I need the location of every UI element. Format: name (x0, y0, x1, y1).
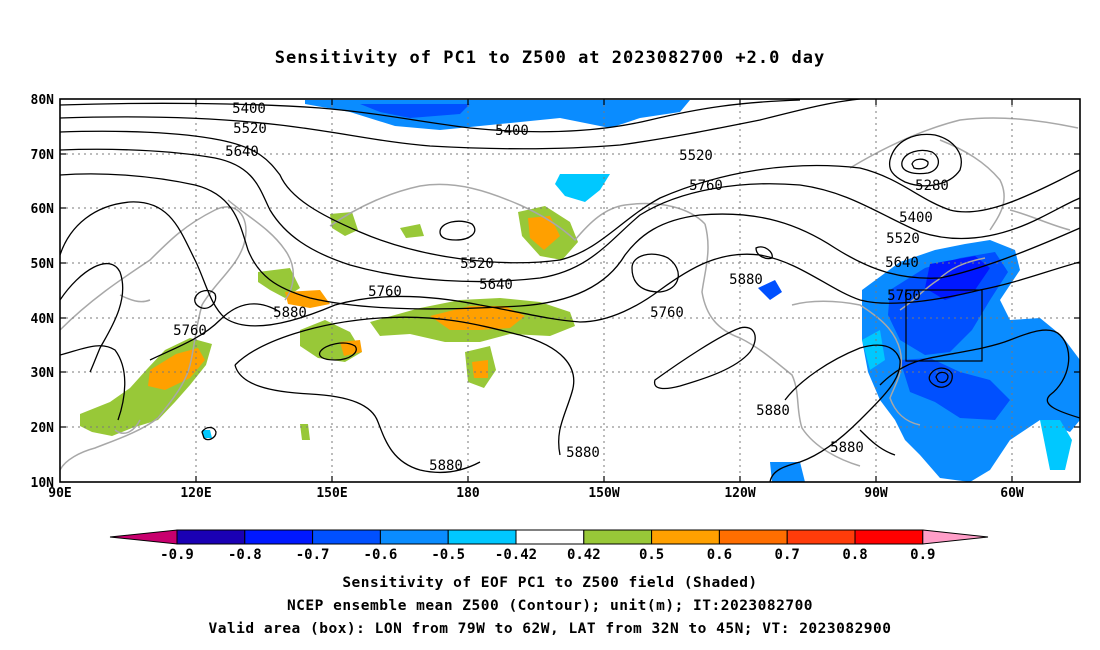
colorbar (109, 529, 989, 545)
lat-label: 60N (31, 202, 55, 217)
contour-label: 5880 (566, 445, 600, 461)
caption-line-1: Sensitivity of EOF PC1 to Z500 field (Sh… (342, 575, 758, 591)
lon-label: 150W (588, 486, 619, 501)
contour-label: 5400 (495, 123, 529, 139)
colorbar-tick-label: -0.42 (495, 547, 537, 563)
contour-labels: 5400 5520 5640 5400 5520 5760 5280 5400 … (173, 101, 949, 474)
contour-label: 5760 (368, 284, 402, 300)
contour-label: 5520 (460, 256, 494, 272)
lat-label: 10N (31, 476, 55, 491)
map-frame (59, 98, 1081, 483)
colorbar-tick-label: -0.8 (228, 547, 262, 563)
lon-label: 90W (864, 486, 888, 501)
contour-label: 5520 (233, 121, 267, 137)
chart-title: Sensitivity of PC1 to Z500 at 2023082700… (274, 48, 826, 68)
colorbar-swatch (515, 529, 585, 545)
colorbar-swatch (447, 529, 517, 545)
lat-label: 30N (31, 366, 55, 381)
colorbar-swatch (854, 529, 924, 545)
colorbar-tick-label: -0.7 (296, 547, 330, 563)
contour-label: 5760 (650, 305, 684, 321)
lon-label: 90E (48, 486, 71, 501)
caption-line-3: Valid area (box): LON from 79W to 62W, L… (208, 621, 892, 637)
lon-label: 150E (316, 486, 347, 501)
colorbar-extend-high (922, 529, 989, 545)
contour-label: 5280 (915, 178, 949, 194)
colorbar-tick-label: 0.6 (707, 547, 732, 563)
lon-label: 180 (456, 486, 480, 501)
colorbar-tick-labels: -0.9 -0.8 -0.7 -0.6 -0.5 -0.42 0.42 0.5 0.6 0.7 0.… (160, 547, 935, 563)
colorbar-swatch (718, 529, 788, 545)
coastlines (60, 117, 1079, 471)
colorbar-tick-label: 0.5 (639, 547, 664, 563)
contour-label: 5520 (679, 148, 713, 164)
colorbar-swatch (244, 529, 314, 545)
colorbar-swatch (651, 529, 720, 545)
colorbar-swatch (379, 529, 449, 545)
axis-ticks (60, 99, 1080, 482)
lon-label: 120W (724, 486, 755, 501)
longitude-labels: 90E 120E 150E 180 150W 120W 90W 60W (48, 486, 1024, 501)
contour-label: 5640 (885, 255, 919, 271)
colorbar-tick-label: -0.9 (160, 547, 194, 563)
contour-label: 5760 (887, 288, 921, 304)
lon-label: 60W (1000, 486, 1024, 501)
caption-line-2: NCEP ensemble mean Z500 (Contour); unit(… (286, 598, 814, 614)
contour-label: 5760 (689, 178, 723, 194)
contour-label: 5880 (729, 272, 763, 288)
lon-label: 120E (180, 486, 211, 501)
contour-label: 5640 (225, 144, 259, 160)
z500-contours (60, 99, 1080, 482)
contour-label: 5520 (886, 231, 920, 247)
lat-label: 20N (31, 421, 55, 436)
colorbar-swatch (312, 529, 381, 545)
valid-area-box (905, 289, 983, 362)
lat-label: 70N (31, 148, 55, 163)
colorbar-tick-label: 0.9 (910, 547, 935, 563)
colorbar-tick-label: -0.5 (431, 547, 465, 563)
colorbar-tick-label: 0.8 (842, 547, 867, 563)
colorbar-extend-low (109, 529, 178, 545)
colorbar-tick-label: 0.7 (775, 547, 800, 563)
contour-label: 5880 (756, 403, 790, 419)
contour-label: 5880 (429, 458, 463, 474)
contour-label: 5400 (232, 101, 266, 117)
contour-label: 5760 (173, 323, 207, 339)
colorbar-swatch (786, 529, 856, 545)
colorbar-swatch (583, 529, 653, 545)
contour-label: 5880 (830, 440, 864, 456)
colorbar-swatch (176, 529, 246, 545)
contour-label: 5880 (273, 305, 307, 321)
lat-label: 80N (31, 93, 55, 108)
contour-label: 5400 (899, 210, 933, 226)
gridlines (60, 99, 1080, 482)
colorbar-tick-label: 0.42 (567, 547, 601, 563)
latitude-labels: 80N 70N 60N 50N 40N 30N 20N 10N (31, 93, 55, 491)
lat-label: 50N (31, 257, 55, 272)
contour-label: 5640 (479, 277, 513, 293)
lat-label: 40N (31, 312, 55, 327)
colorbar-tick-label: -0.6 (364, 547, 398, 563)
